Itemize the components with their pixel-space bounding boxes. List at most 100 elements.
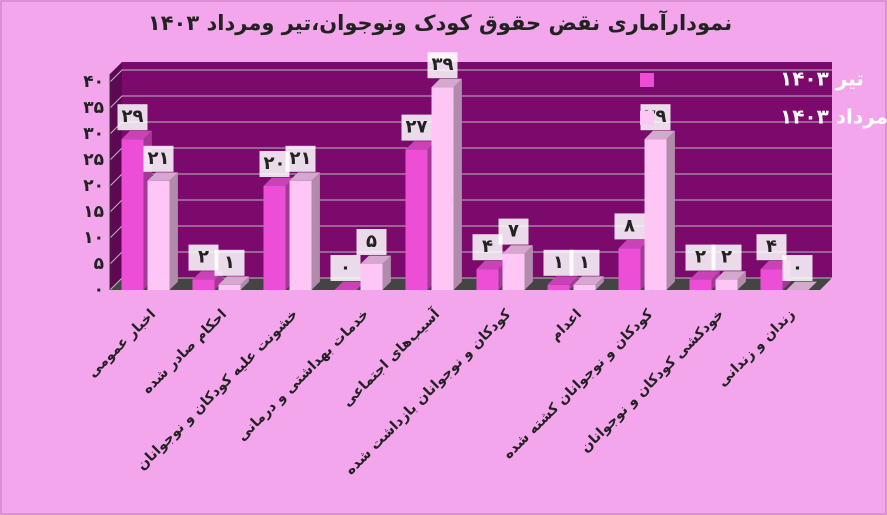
bar-side (569, 276, 578, 290)
value-label: ۲ (695, 247, 706, 268)
bar (715, 279, 738, 290)
value-label-box (356, 229, 387, 255)
bar-side (666, 130, 675, 290)
value-label: ۴ (482, 236, 493, 257)
bar-side (737, 271, 746, 290)
bar-top (360, 255, 391, 264)
bar (121, 139, 144, 290)
value-label-box (427, 52, 458, 79)
y-tick-label: ۱۰ (83, 228, 104, 248)
y-tick-label: ۲۰ (83, 176, 104, 196)
value-label: ۱ (579, 252, 590, 273)
bar-top (476, 260, 507, 270)
bar (476, 269, 499, 290)
bar (573, 284, 596, 290)
bar-top (263, 177, 294, 186)
bar (689, 279, 712, 290)
value-label-box (756, 234, 787, 261)
bar (147, 180, 170, 290)
value-label-box (214, 249, 245, 276)
value-label-box (498, 218, 529, 245)
value-label: ۲ (198, 247, 209, 268)
bar (760, 269, 783, 290)
bar-top (405, 141, 436, 150)
bar-side (524, 245, 533, 290)
bar-side (311, 172, 320, 290)
bar-top (715, 271, 746, 280)
value-label-box (472, 234, 503, 261)
value-label-box (614, 213, 645, 240)
bar-top (218, 276, 249, 285)
value-label-box (401, 114, 432, 141)
bar-side (382, 255, 391, 290)
value-label: ۳۹ (432, 54, 454, 75)
value-label-box (143, 145, 174, 172)
value-label: ۲۰ (264, 153, 286, 174)
bar (218, 284, 241, 290)
legend-label: مرداد ۱۴۰۳ (780, 105, 887, 129)
value-label: ۴ (766, 236, 777, 257)
bar-top (644, 130, 675, 140)
bar (192, 279, 215, 290)
bar (263, 186, 286, 290)
bar-side (214, 271, 223, 290)
value-label: ۲۱ (148, 148, 170, 169)
value-label-box (569, 249, 600, 276)
value-label: ۲۹ (122, 106, 144, 127)
bar-top (573, 276, 604, 285)
y-tick-label: ۰ (94, 280, 104, 300)
value-label: ۱ (553, 252, 564, 273)
value-label: ۰ (792, 257, 803, 278)
bar-top (618, 240, 649, 249)
bar-top (431, 78, 462, 88)
grid-line (109, 95, 832, 109)
value-label: ۰ (340, 257, 351, 278)
value-label: ۸ (624, 215, 635, 236)
bar-top (334, 281, 365, 290)
value-label: ۵ (366, 231, 377, 252)
bar-top (689, 271, 720, 280)
y-tick-label: ۲۵ (83, 150, 104, 170)
bar (360, 264, 383, 290)
y-tick-label: ۵ (94, 254, 104, 274)
value-label-box (330, 255, 361, 281)
bar-top (502, 245, 533, 254)
bar (644, 139, 667, 290)
value-label-box (543, 249, 574, 276)
bar-top (786, 281, 817, 290)
value-label-box (711, 244, 742, 271)
value-label: ۲ (721, 247, 732, 268)
value-label-box (782, 255, 813, 281)
bar (289, 180, 312, 290)
y-tick-label: ۳۵ (83, 98, 104, 118)
value-label-box (188, 244, 219, 271)
bar-side (169, 172, 178, 290)
value-label: ۲۷ (406, 117, 428, 138)
value-label-box (685, 244, 716, 271)
value-label: ۲۱ (290, 148, 312, 169)
value-label: ۷ (508, 221, 519, 242)
y-tick-label: ۳۰ (83, 124, 104, 144)
bar-top (147, 172, 178, 181)
bar (502, 253, 525, 290)
y-tick-label: ۱۵ (83, 202, 104, 222)
bar-top (121, 130, 152, 140)
legend-label: تیر ۱۴۰۳ (780, 67, 864, 91)
value-label-box (117, 104, 148, 131)
bar (405, 149, 428, 290)
bar-side (595, 276, 604, 290)
y-tick-label: ۴۰ (83, 72, 104, 92)
grid-line (109, 69, 832, 83)
bar-top (547, 276, 578, 285)
legend-swatch (640, 73, 654, 87)
bar (431, 87, 454, 290)
bar-side (240, 276, 249, 290)
bar (618, 248, 641, 290)
value-label-box (259, 151, 290, 177)
chart-title: نمودارآماری نقض حقوق کودک ونوجوان،تیر وم… (148, 10, 732, 35)
bar (547, 284, 570, 290)
legend-swatch (640, 111, 654, 125)
value-label-box (285, 145, 316, 172)
bar-top (289, 172, 320, 181)
